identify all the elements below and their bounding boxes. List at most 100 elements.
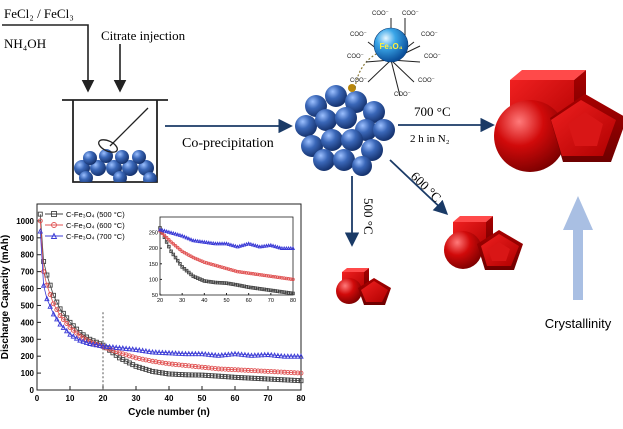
data-point [129,346,136,352]
data-point [149,348,156,355]
crystals-600 [444,216,523,270]
data-point [248,241,253,246]
carboxylate-label: COO⁻ [402,11,419,17]
inset-x-tick-label: 40 [201,298,207,304]
data-point [143,347,149,354]
data-point [209,351,215,358]
data-point [175,245,180,250]
data-point [47,303,53,309]
data-point [211,240,216,245]
data-point [178,247,182,252]
data-point [290,245,296,250]
data-point [268,351,275,358]
inset-x-tick-label: 20 [157,298,163,304]
data-point [67,324,73,330]
data-point [242,367,248,373]
data-point [60,324,67,330]
data-point [179,350,185,356]
carboxylate-label: COO⁻ [350,78,367,84]
data-point [220,241,225,246]
data-point [146,358,152,364]
data-point [113,344,119,350]
data-point [196,364,202,370]
inset-chart: 20 30 40 50 60 70 80 50 100 150 200 250 [149,216,296,304]
data-point [146,348,152,354]
feed-line-arrow [2,24,95,93]
data-point [252,352,258,358]
data-point [169,240,173,244]
data-point [235,350,242,357]
data-point [57,306,63,312]
data-point [291,370,297,376]
data-point [275,369,281,375]
data-point [268,376,274,382]
data-point [54,315,60,322]
data-point [54,307,60,313]
data-point [245,351,251,358]
data-point [233,243,238,248]
y-tick-label: 100 [21,369,35,378]
carboxylate-label: COO⁻ [350,32,367,38]
data-point [258,376,264,382]
data-point [268,369,274,375]
data-point [146,367,152,373]
data-point [191,238,196,243]
data-point [282,245,287,250]
data-point [209,373,215,379]
data-point [37,218,43,224]
route-600-temp: 600 °C [408,169,445,206]
data-point [248,352,255,358]
data-point [37,228,44,234]
data-point [231,243,236,248]
data-point [41,259,47,264]
inset-series-line [159,229,293,249]
data-point [281,353,288,359]
x-tick-label: 20 [99,394,108,403]
data-point [176,362,182,368]
data-point [245,375,251,381]
data-point [271,352,278,358]
data-point [143,357,149,363]
citrate-label: Citrate injection [101,28,186,43]
data-point [239,375,245,381]
data-point [235,375,241,380]
data-point [258,368,264,374]
route-600-arrow [389,159,449,215]
data-point [204,239,209,245]
data-point [195,350,202,357]
data-point [167,238,171,242]
data-point [179,362,185,368]
data-point [44,295,50,302]
data-point [222,366,228,372]
data-point [291,291,295,296]
carboxylate-label: COO⁻ [347,54,364,60]
data-point [225,366,231,372]
data-point [192,350,199,357]
data-point [57,321,63,327]
inset-y-tick-label: 250 [149,231,158,237]
data-point [235,367,241,373]
data-point [184,235,189,240]
data-point [169,249,173,254]
data-point [162,349,169,356]
synthesis-scheme: FeCl₂ / FeCl₃ NH₄OH Citrate injection [2,6,623,331]
data-point [60,310,66,316]
data-point [288,353,294,359]
inset-x-tick-label: 80 [290,298,296,304]
x-tick-label: 10 [66,394,75,403]
data-point [222,351,228,358]
data-point [229,374,235,380]
data-point [156,369,162,375]
data-point [77,337,83,343]
data-point [189,372,195,378]
data-point [176,350,182,356]
data-point [143,366,149,372]
data-point [193,238,198,243]
data-point [173,371,179,377]
data-point [51,301,56,307]
data-point [106,343,113,350]
crystallinity-arrow [563,196,593,300]
data-point [139,347,146,353]
data-point [215,241,220,246]
data-point [60,317,66,322]
